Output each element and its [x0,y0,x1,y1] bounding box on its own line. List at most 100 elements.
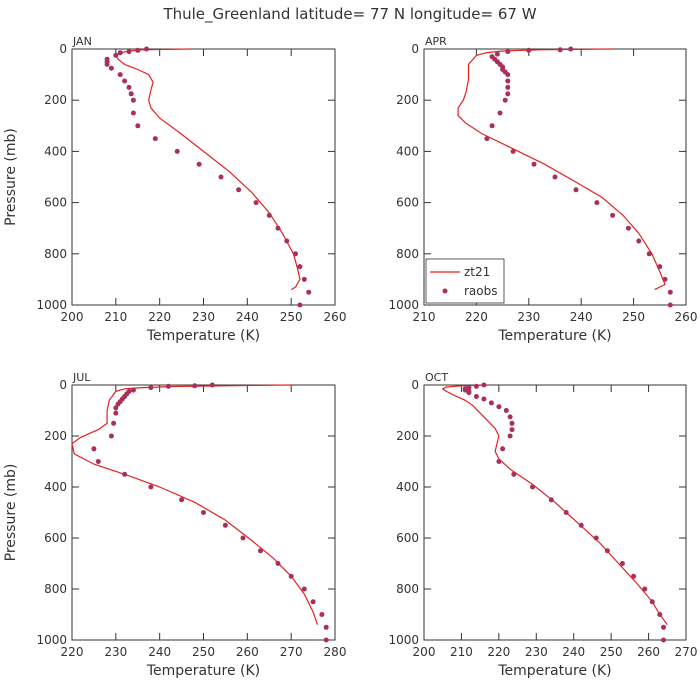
data-point-raobs [301,276,307,282]
x-tick-label: 250 [622,310,645,324]
data-point-raobs [310,599,316,605]
data-point-raobs [505,49,511,55]
x-tick-label: 220 [465,310,488,324]
y-tick-label: 200 [396,429,419,443]
data-point-raobs [661,624,666,630]
data-point-raobs [174,148,180,154]
legend: zt21 raobs [425,258,505,304]
data-point-raobs [130,97,136,103]
series-line-zt21 [441,384,668,626]
x-tick-label: 270 [675,645,698,659]
data-point-raobs [510,148,516,154]
data-point-raobs [497,110,503,116]
y-tick-label: 800 [44,247,67,261]
data-point-raobs [530,484,535,490]
panel-title: JUL [72,371,91,384]
data-point-raobs [505,91,511,97]
panel-title: OCT [425,371,448,384]
data-point-raobs [115,401,121,407]
data-point-raobs [148,385,154,391]
data-point-raobs [503,408,509,413]
y-tick-label: 200 [44,93,67,107]
data-point-raobs [192,383,198,389]
x-tick-label: 260 [637,645,660,659]
data-point-raobs [104,61,110,67]
data-point-raobs [526,47,532,53]
data-point-raobs [496,404,502,410]
y-tick-label: 400 [396,144,419,158]
data-point-raobs [209,382,215,388]
data-point-raobs [122,471,128,477]
x-tick-label: 240 [570,310,593,324]
y-tick-label: 1000 [388,298,419,312]
x-tick-label: 200 [413,645,436,659]
data-point-raobs [473,394,479,399]
x-tick-label: 210 [104,310,127,324]
x-tick-label: 250 [600,645,623,659]
data-point-raobs [306,289,312,295]
data-point-raobs [507,433,513,439]
data-point-raobs [284,238,290,244]
x-tick-label: 200 [61,310,84,324]
x-tick-label: 260 [675,310,698,324]
x-tick-label: 230 [192,310,215,324]
data-point-raobs [667,289,673,295]
data-point-raobs [165,383,171,389]
data-point-raobs [117,50,123,56]
data-point-raobs [631,573,637,579]
data-point-raobs [667,302,673,308]
data-point-raobs [152,136,158,142]
x-axis-label: Temperature (K) [146,328,260,344]
y-tick-label: 800 [396,582,419,596]
data-point-raobs [481,382,487,388]
y-tick-label: 800 [396,247,419,261]
data-point-raobs [568,46,574,52]
data-point-raobs [657,612,663,617]
data-point-raobs [253,200,259,206]
data-point-raobs [509,427,515,433]
data-point-raobs [642,586,648,592]
data-point-raobs [505,72,511,78]
plot-frame [71,48,336,306]
data-point-raobs [502,97,508,103]
y-tick-label: 400 [44,144,67,158]
x-tick-label: 230 [104,645,127,659]
y-tick-label: 1000 [36,298,67,312]
x-axis-label: Temperature (K) [497,328,611,344]
data-point-raobs [275,561,281,566]
x-tick-label: 220 [487,645,510,659]
panel-jul: JUL 220 230 240 250 260 270 280 0 200 400 600 800 100… [3,371,346,679]
data-point-raobs [144,46,149,52]
x-tick-label: 210 [450,645,473,659]
y-tick-label: 600 [44,196,67,210]
data-point-raobs [505,84,511,90]
data-point-raobs [113,52,119,58]
y-tick-label: 0 [59,42,67,56]
data-point-raobs [293,251,298,257]
x-tick-label: 240 [562,645,585,659]
data-point-raobs [148,484,154,490]
y-tick-label: 600 [44,531,67,545]
y-tick-label: 1000 [388,633,419,647]
x-tick-label: 230 [525,645,548,659]
legend-entry-zt21: zt21 [464,265,490,279]
data-point-raobs [466,390,472,396]
y-tick-label: 0 [411,378,419,392]
data-point-raobs [297,302,303,308]
data-point-raobs [126,49,132,55]
data-point-raobs [113,410,119,416]
data-point-raobs [578,522,584,528]
data-point-raobs [473,383,479,389]
data-point-raobs [619,561,625,566]
data-point-raobs [323,637,329,643]
data-point-raobs [557,47,563,53]
data-point-raobs [108,65,114,71]
data-point-raobs [288,573,294,579]
data-point-raobs [275,225,281,231]
data-point-raobs [135,123,141,129]
data-point-raobs [128,91,134,97]
data-point-raobs [531,161,537,167]
x-tick-label: 260 [236,645,259,659]
x-tick-label: 220 [61,645,84,659]
